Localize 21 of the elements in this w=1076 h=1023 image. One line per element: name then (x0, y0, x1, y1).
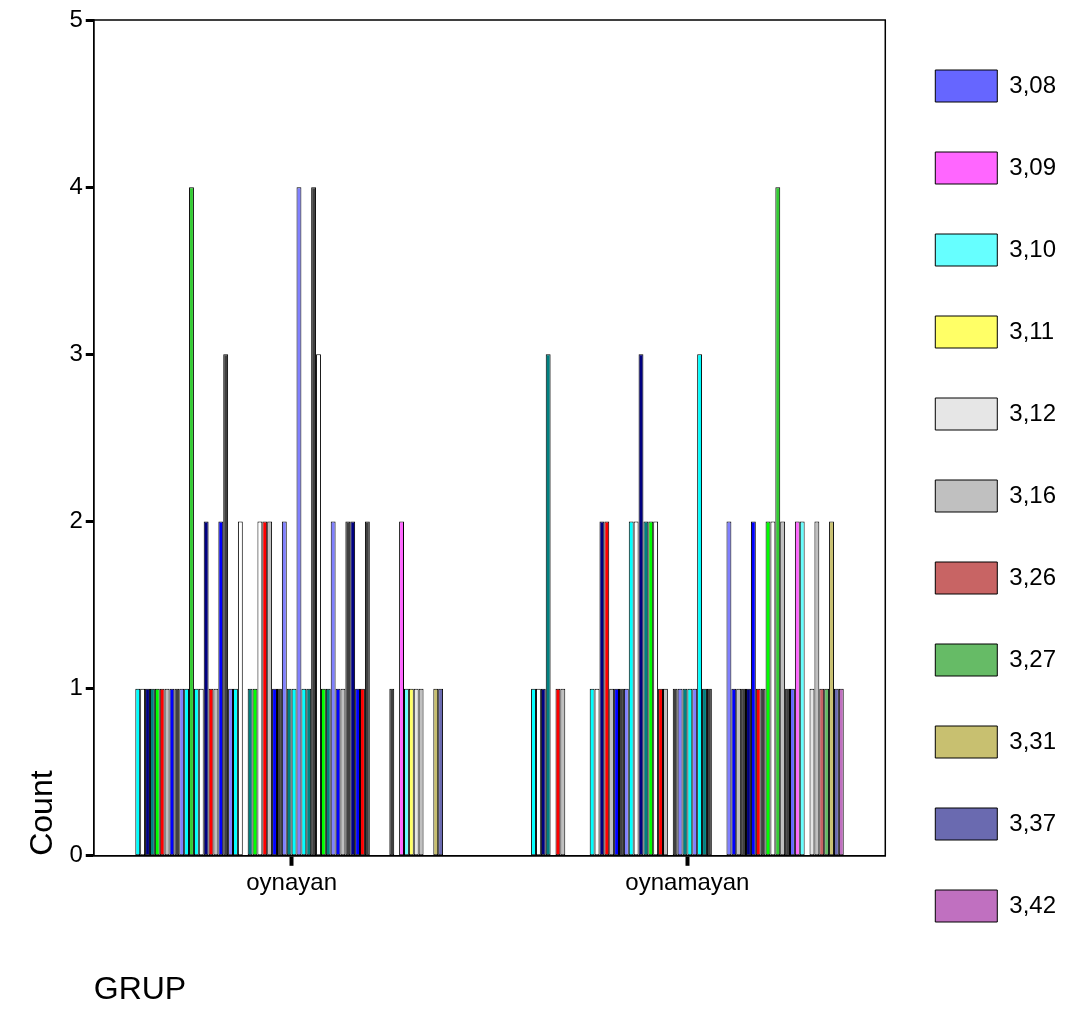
legend-label: 3,37 (1009, 808, 1057, 836)
legend-label: 3,09 (1009, 152, 1057, 180)
y-tick-label: 0 (69, 840, 83, 868)
legend-label: 3,26 (1009, 562, 1057, 590)
legend-label: 3,12 (1009, 398, 1057, 426)
legend-label: 3,27 (1009, 644, 1057, 672)
y-axis-title: Count (23, 770, 60, 856)
x-tick-label: oynayan (246, 867, 338, 895)
y-tick-label: 5 (69, 4, 83, 32)
x-axis-title: GRUP (93, 969, 187, 1006)
legend-label: 3,11 (1009, 316, 1055, 344)
y-tick-label: 4 (69, 171, 83, 199)
y-tick-label: 1 (69, 673, 83, 701)
legend-label: 3,42 (1009, 890, 1057, 918)
legend-label: 3,31 (1009, 726, 1057, 754)
y-tick-label: 3 (69, 338, 83, 366)
y-tick-label: 2 (69, 506, 83, 534)
x-tick-label: oynamayan (625, 867, 750, 895)
legend-label: 3,10 (1009, 234, 1057, 262)
legend-label: 3,08 (1009, 70, 1057, 98)
legend-label: 3,16 (1009, 480, 1057, 508)
